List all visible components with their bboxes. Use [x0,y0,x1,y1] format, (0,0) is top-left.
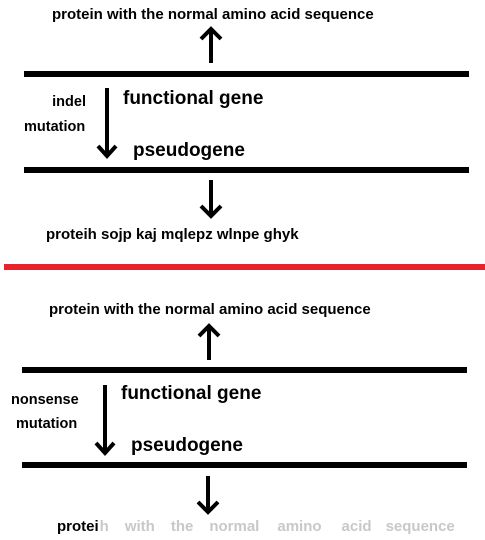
garbled-protein-label: proteih sojp kaj mqlepz wlnpe ghyk [46,226,299,243]
normal-protein-label: protein with the normal amino acid seque… [49,301,371,318]
normal-protein-label: protein with the normal amino acid seque… [52,6,374,23]
functional-gene-label: functional gene [123,88,264,109]
lost-word: h [99,518,109,535]
mutation-type-line2: mutation [16,416,78,432]
translation-arrow-up [199,26,223,63]
lost-word: normal [209,518,260,535]
mutation-type-line1: nonsense [11,392,79,408]
lost-word: acid [341,518,372,535]
translated-portion: protei [57,518,99,535]
mutation-type-line1: indel [52,94,86,110]
translation-arrow-down [196,476,220,515]
nonsense-mutation-arrow-down [94,385,116,456]
functional-gene-label: functional gene [121,383,262,404]
lost-word: with [124,518,155,535]
translation-arrow-down [199,180,223,219]
indel-mutation-arrow-down [96,88,118,159]
mutation-type-line2: mutation [24,119,86,135]
untranslated-portion: h with the normal amino acid sequence [99,518,455,535]
lost-word: amino [277,518,322,535]
lost-word: the [170,518,194,535]
pseudogene-label: pseudogene [131,435,243,456]
lost-word: sequence [385,518,455,535]
pseudogene-label: pseudogene [133,140,245,161]
translation-arrow-up [197,323,221,360]
truncated-protein-label: proteih with the normal amino acid sequence [57,519,455,534]
mutation-type-label: indel [24,95,86,110]
